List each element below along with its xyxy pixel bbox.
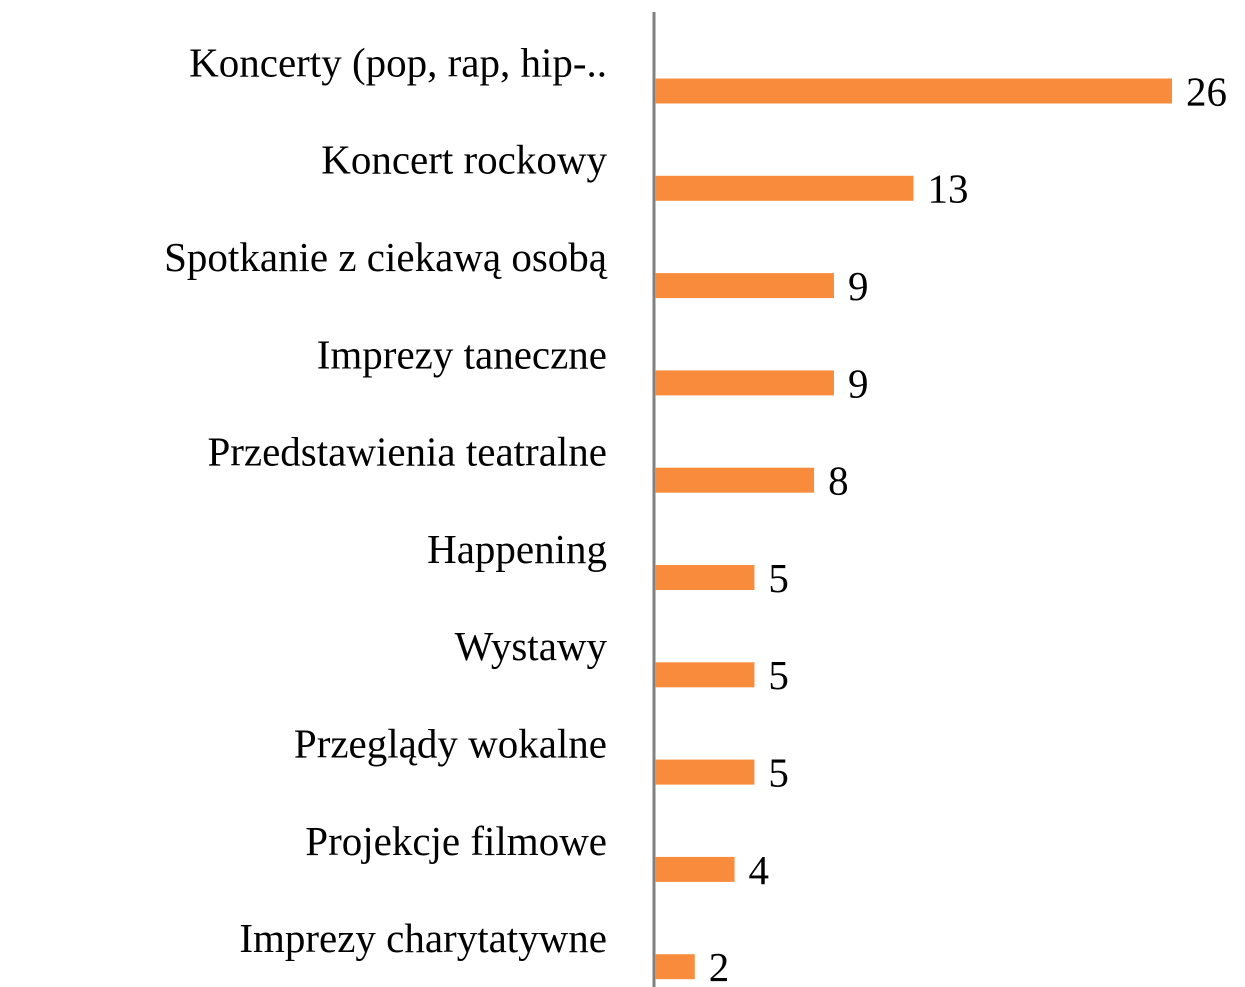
value-label: 9: [848, 360, 869, 406]
category-label: Koncert rockowy: [321, 137, 607, 183]
bar: [655, 565, 755, 590]
category-label: Imprezy charytatywne: [239, 915, 607, 961]
bar: [655, 78, 1172, 104]
value-label: 5: [768, 555, 789, 601]
bar: [655, 273, 834, 299]
value-label: 2: [709, 944, 730, 987]
category-label: Projekcje filmowe: [305, 818, 607, 864]
category-label: Happening: [427, 526, 607, 572]
value-label: 9: [848, 263, 869, 309]
bar: [655, 175, 914, 201]
value-label: 4: [749, 847, 770, 893]
value-label: 5: [768, 652, 789, 698]
bar: [655, 467, 815, 493]
category-label: Wystawy: [455, 623, 608, 669]
category-label: Spotkanie z ciekawą osobą: [164, 234, 608, 280]
bar: [655, 954, 695, 980]
bar: [655, 662, 755, 688]
value-label: 13: [928, 166, 969, 212]
value-label: 5: [768, 750, 789, 796]
bar: [655, 759, 755, 785]
value-label: 26: [1186, 68, 1227, 114]
category-label: Koncerty (pop, rap, hip-..: [189, 39, 607, 85]
bar: [655, 370, 834, 396]
category-label: Przedstawienia teatralne: [207, 429, 607, 475]
bar: [655, 856, 735, 882]
category-label: Imprezy taneczne: [317, 331, 607, 377]
value-label: 8: [828, 458, 849, 504]
category-label: Przeglądy wokalne: [294, 721, 607, 767]
